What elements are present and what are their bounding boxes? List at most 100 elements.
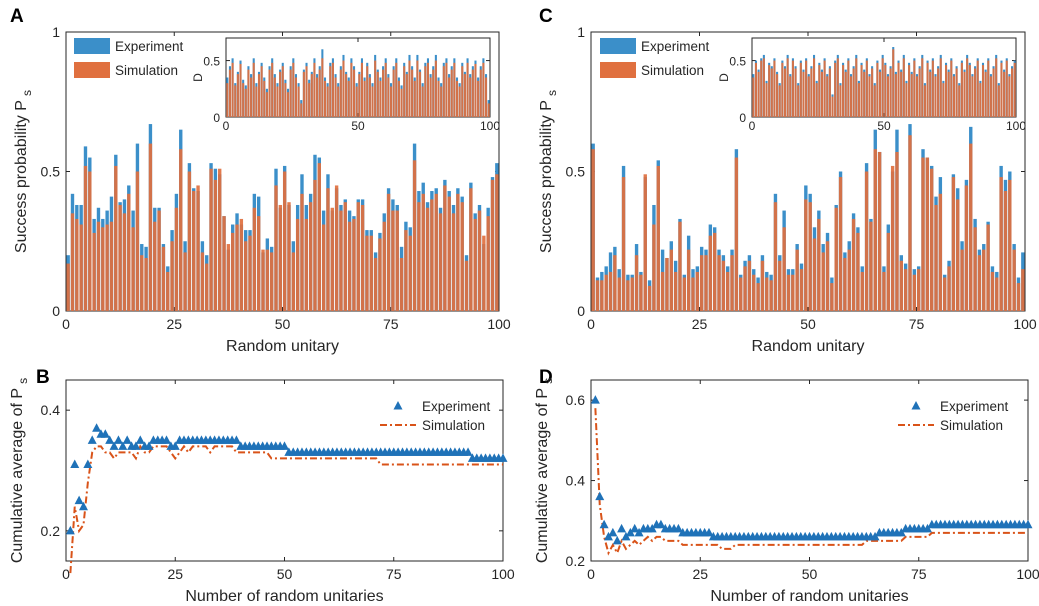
panel-d-legend-label-experiment: Experiment bbox=[940, 399, 1009, 414]
panel-c-inset-bar-simulation bbox=[939, 58, 942, 117]
panel-a-inset-bar-simulation bbox=[424, 66, 427, 117]
panel-c-bar-simulation bbox=[747, 260, 752, 311]
panel-c-bar-simulation bbox=[743, 266, 747, 311]
panel-a-inset-bar-simulation bbox=[265, 92, 268, 117]
panel-c-bar-simulation bbox=[1021, 269, 1025, 311]
panel-c-bar-simulation bbox=[1003, 191, 1008, 311]
panel-c-inset-bar-simulation bbox=[873, 85, 876, 117]
panel-a-inset-bar-simulation bbox=[366, 66, 369, 117]
panel-a-inset-bar-simulation bbox=[316, 77, 319, 117]
panel-a-inset-bar-simulation bbox=[289, 69, 292, 117]
panel-d-legend-marker-experiment bbox=[911, 401, 921, 410]
panel-a-xtick-label: 75 bbox=[383, 316, 399, 332]
panel-a-inset-bar-simulation bbox=[263, 80, 266, 117]
panel-a-bar-simulation bbox=[79, 224, 83, 311]
panel-c-bar-simulation bbox=[756, 283, 760, 311]
panel-c-inset-bar-simulation bbox=[945, 65, 948, 117]
panel-c-bar-simulation bbox=[721, 260, 726, 311]
panel-c-inset-bar-simulation bbox=[781, 62, 784, 117]
panel-c-bar-simulation bbox=[929, 168, 934, 311]
panel-c-bar-simulation bbox=[600, 280, 604, 311]
panel-c-inset-bar-simulation bbox=[913, 60, 916, 117]
panel-a-bar-simulation bbox=[482, 235, 486, 311]
panel-c-bar-simulation bbox=[799, 269, 804, 311]
panel-c-inset-bar-simulation bbox=[995, 58, 998, 117]
panel-a-inset-xtick-label: 0 bbox=[223, 119, 230, 133]
panel-c-inset-bar-simulation bbox=[789, 76, 792, 117]
panel-d-ytick-label: 0.6 bbox=[566, 392, 586, 408]
panel-c-inset-bar-simulation bbox=[908, 65, 911, 117]
panel-c-xtick-label: 100 bbox=[1013, 316, 1037, 332]
panel-b-simulation-line bbox=[69, 444, 503, 574]
panel-c-inset-bar-simulation bbox=[776, 74, 779, 117]
panel-a-bar-simulation bbox=[269, 252, 274, 311]
panel-c-bar-simulation bbox=[973, 227, 977, 311]
panel-c-bar-simulation bbox=[977, 255, 982, 311]
panel-c-inset-bar-simulation bbox=[902, 58, 905, 117]
panel-c-inset-bar-simulation bbox=[1008, 76, 1011, 117]
panel-a-inset-bar-simulation bbox=[321, 58, 324, 117]
panel-c-inset-bar-simulation bbox=[929, 71, 932, 117]
panel-c-bar-simulation bbox=[665, 257, 669, 311]
panel-c-bar-simulation bbox=[778, 260, 782, 311]
panel-c-inset-bar-simulation bbox=[1005, 60, 1008, 117]
panel-a-inset-bar-simulation bbox=[360, 62, 363, 117]
panel-a-bar-simulation bbox=[326, 188, 330, 311]
panel-a-inset-bar-simulation bbox=[477, 80, 480, 117]
panel-d-experiment-point bbox=[617, 523, 627, 533]
panel-d-ylabel-subscript: s bbox=[541, 378, 555, 384]
panel-d-experiment-point bbox=[612, 535, 622, 545]
panel-a-bar-simulation bbox=[174, 207, 179, 311]
panel-a-bar-simulation bbox=[148, 143, 153, 311]
panel-c-inset-bar-simulation bbox=[773, 60, 776, 117]
panel-a-inset-bar-simulation bbox=[329, 66, 332, 117]
panel-a-inset-bar-simulation bbox=[287, 92, 290, 117]
panel-c-inset-bar-simulation bbox=[807, 76, 810, 117]
panel-c-inset-bar-simulation bbox=[934, 76, 937, 117]
panel-a-xtick-label: 100 bbox=[487, 316, 511, 332]
panel-a-inset-bar-simulation bbox=[469, 77, 472, 117]
panel-c-bar-simulation bbox=[873, 149, 877, 311]
panel-a-bar-simulation bbox=[356, 202, 360, 311]
panel-a-bar-simulation bbox=[244, 241, 248, 311]
panel-b-legend-marker-experiment bbox=[393, 401, 403, 410]
panel-a-inset-bar-simulation bbox=[323, 80, 327, 117]
panel-c-bar-simulation bbox=[943, 277, 947, 311]
panel-c-inset-bar-simulation bbox=[828, 68, 831, 117]
panel-a-bar-simulation bbox=[114, 165, 118, 311]
panel-c-xtick-label: 75 bbox=[909, 316, 925, 332]
panel-c-bar-simulation bbox=[982, 249, 986, 311]
panel-a-inset-bar-simulation bbox=[389, 86, 393, 117]
panel-letter-b: B bbox=[36, 367, 50, 388]
panel-c-inset-bar-simulation bbox=[823, 60, 826, 117]
panel-c-bar-simulation bbox=[682, 277, 687, 311]
panel-a-bar-simulation bbox=[265, 249, 270, 311]
panel-c-inset-bar-simulation bbox=[884, 65, 887, 117]
panel-c-bar-simulation bbox=[626, 280, 630, 311]
panel-a-bar-simulation bbox=[166, 271, 170, 311]
panel-c-inset-bar-simulation bbox=[797, 85, 800, 117]
panel-a-inset-ytick-label: 0.5 bbox=[203, 55, 220, 69]
panel-b-experiment-point bbox=[231, 435, 241, 444]
panel-a-inset-bar-simulation bbox=[485, 77, 488, 117]
panel-d-xlabel: Number of random unitaries bbox=[710, 588, 908, 605]
panel-a-bar-simulation bbox=[239, 218, 244, 311]
panel-c-legend-swatch-experiment bbox=[600, 38, 636, 54]
panel-a-inset-bar-simulation bbox=[400, 88, 403, 117]
panel-c-inset-bar-simulation bbox=[849, 76, 853, 117]
panel-c-inset-bar-simulation bbox=[910, 74, 913, 117]
panel-a-bar-simulation bbox=[477, 210, 482, 311]
panel-c-bar-simulation bbox=[752, 274, 756, 311]
panel-a-bar-simulation bbox=[369, 235, 373, 311]
panel-c-inset-bar-simulation bbox=[783, 68, 787, 117]
panel-a-ytick-label: 0.5 bbox=[41, 164, 61, 180]
panel-b-experiment-point bbox=[78, 501, 88, 511]
panel-c-bar-simulation bbox=[604, 274, 608, 311]
panel-c-bar-simulation bbox=[960, 249, 964, 311]
panel-c-bar-simulation bbox=[660, 271, 665, 311]
panel-b-xlabel: Number of random unitaries bbox=[185, 588, 383, 605]
panel-c-inset-xtick-label: 100 bbox=[1006, 119, 1026, 133]
panel-c-inset-bar-simulation bbox=[881, 58, 884, 117]
panel-c-bar-simulation bbox=[717, 255, 721, 311]
panel-c-inset-bar-simulation bbox=[868, 76, 871, 117]
